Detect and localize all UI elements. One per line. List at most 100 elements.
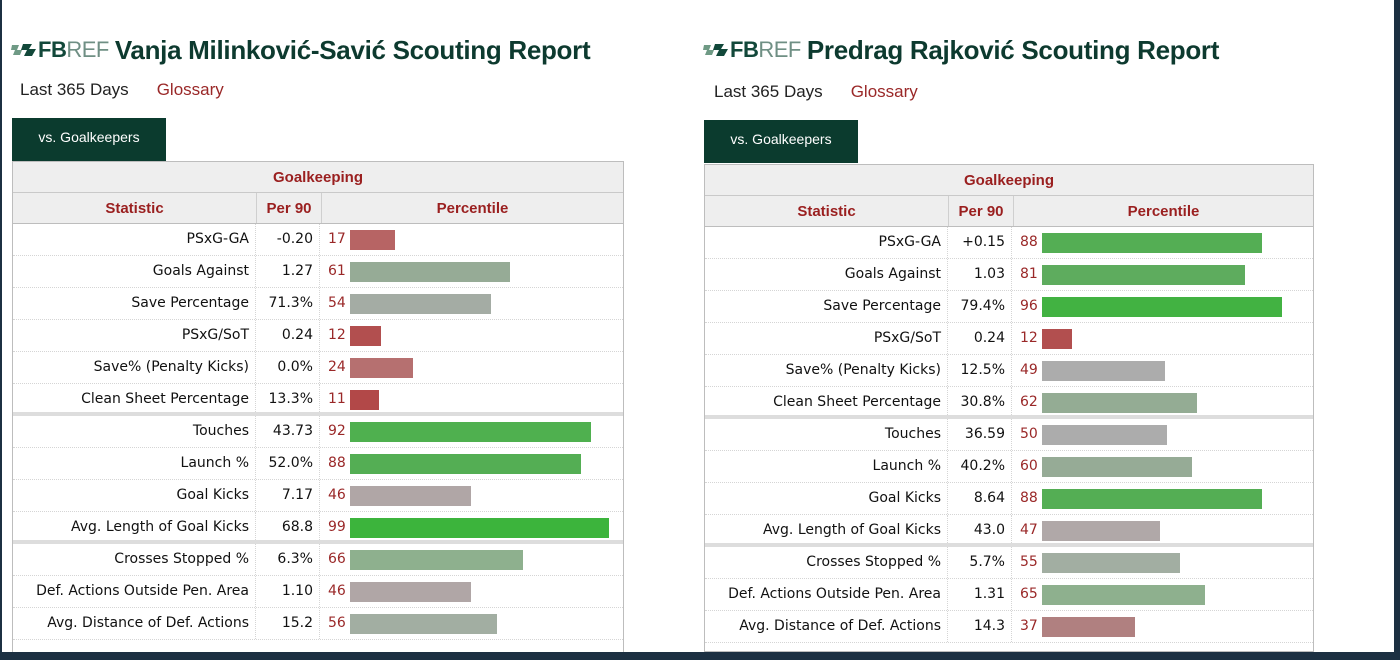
stat-name[interactable]: Clean Sheet Percentage bbox=[13, 384, 256, 412]
table-row: Avg. Length of Goal Kicks 68.8 99 bbox=[13, 512, 623, 544]
fbref-logo[interactable]: FB REF bbox=[702, 37, 801, 63]
stat-name[interactable]: Avg. Length of Goal Kicks bbox=[705, 515, 948, 543]
per-90-value: 68.8 bbox=[256, 512, 320, 540]
stat-name[interactable]: Goals Against bbox=[705, 259, 948, 290]
column-header-percentile[interactable]: Percentile bbox=[436, 199, 509, 217]
percentile-cell: 12 bbox=[1012, 323, 1313, 354]
percentile-cell: 99 bbox=[320, 512, 623, 540]
column-header-per-90[interactable]: Per 90 bbox=[949, 196, 1014, 226]
table-group-header: Goalkeeping bbox=[705, 165, 1313, 196]
stat-name[interactable]: Launch % bbox=[705, 451, 948, 482]
percentile-value: 12 bbox=[328, 327, 346, 343]
stat-name[interactable]: Crosses Stopped % bbox=[13, 544, 256, 575]
per-90-value: 71.3% bbox=[256, 288, 320, 319]
stat-name[interactable]: Goal Kicks bbox=[13, 480, 256, 511]
table-row: Crosses Stopped % 6.3% 66 bbox=[13, 544, 623, 576]
percentile-value: 17 bbox=[328, 231, 346, 247]
percentile-bar bbox=[1042, 521, 1160, 541]
per-90-value: 52.0% bbox=[256, 448, 320, 479]
percentile-cell: 46 bbox=[320, 480, 623, 511]
stat-name[interactable]: Avg. Length of Goal Kicks bbox=[13, 512, 256, 540]
percentile-bar bbox=[1042, 585, 1205, 605]
goalkeeping-table: Goalkeeping Statistic Per 90 Percentile … bbox=[12, 161, 624, 652]
table-column-headers: Statistic Per 90 Percentile bbox=[705, 196, 1313, 227]
percentile-bar bbox=[350, 390, 379, 410]
stat-name[interactable]: Def. Actions Outside Pen. Area bbox=[705, 579, 948, 610]
table-row: Save% (Penalty Kicks) 12.5% 49 bbox=[705, 355, 1313, 387]
table-row: Touches 43.73 92 bbox=[13, 416, 623, 448]
percentile-cell: 47 bbox=[1012, 515, 1313, 543]
per-90-value: 1.03 bbox=[948, 259, 1012, 290]
table-row: Goals Against 1.27 61 bbox=[13, 256, 623, 288]
percentile-cell: 65 bbox=[1012, 579, 1313, 610]
percentile-cell: 96 bbox=[1012, 291, 1313, 322]
per-90-value: 15.2 bbox=[256, 608, 320, 639]
percentile-value: 60 bbox=[1020, 458, 1038, 474]
percentile-value: 66 bbox=[328, 551, 346, 567]
percentile-bar bbox=[1042, 489, 1262, 509]
stat-name[interactable]: Save Percentage bbox=[705, 291, 948, 322]
stat-name[interactable]: Avg. Distance of Def. Actions bbox=[13, 608, 256, 639]
percentile-value: 65 bbox=[1020, 586, 1038, 602]
tab-vs-goalkeepers[interactable]: vs. Goalkeepers bbox=[704, 120, 858, 163]
stat-name[interactable]: Clean Sheet Percentage bbox=[705, 387, 948, 415]
stat-name[interactable]: Def. Actions Outside Pen. Area bbox=[13, 576, 256, 607]
report-title: Vanja Milinković-Savić Scouting Report bbox=[114, 34, 591, 65]
percentile-cell: 88 bbox=[1012, 227, 1313, 258]
percentile-value: 61 bbox=[328, 263, 346, 279]
stat-name[interactable]: Save% (Penalty Kicks) bbox=[13, 352, 256, 383]
percentile-cell: 49 bbox=[1012, 355, 1313, 386]
table-row: Goals Against 1.03 81 bbox=[705, 259, 1313, 291]
logo-ref-text: REF bbox=[758, 37, 801, 62]
stat-name[interactable]: PSxG-GA bbox=[13, 224, 256, 255]
tab-vs-goalkeepers[interactable]: vs. Goalkeepers bbox=[12, 118, 166, 161]
stat-name[interactable]: Avg. Distance of Def. Actions bbox=[705, 611, 948, 642]
percentile-bar bbox=[1042, 297, 1282, 317]
stat-name[interactable]: Touches bbox=[13, 416, 256, 447]
percentile-cell: 55 bbox=[1012, 547, 1313, 578]
column-header-statistic[interactable]: Statistic bbox=[13, 193, 257, 223]
table-row: PSxG/SoT 0.24 12 bbox=[13, 320, 623, 352]
percentile-bar bbox=[350, 550, 523, 570]
column-header-statistic[interactable]: Statistic bbox=[705, 196, 949, 226]
percentile-cell: 54 bbox=[320, 288, 623, 319]
percentile-bar bbox=[1042, 425, 1167, 445]
stat-name[interactable]: PSxG/SoT bbox=[705, 323, 948, 354]
percentile-value: 55 bbox=[1020, 554, 1038, 570]
percentile-bar bbox=[1042, 361, 1165, 381]
percentile-bar bbox=[350, 614, 497, 634]
per-90-value: 43.0 bbox=[948, 515, 1012, 543]
fbref-logo[interactable]: FB REF bbox=[10, 37, 109, 63]
per-90-value: 13.3% bbox=[256, 384, 320, 412]
glossary-link[interactable]: Glossary bbox=[850, 82, 918, 101]
percentile-bar bbox=[1042, 329, 1072, 349]
percentile-value: 56 bbox=[328, 615, 346, 631]
logo-fb-text: FB bbox=[38, 37, 67, 62]
percentile-cell: 50 bbox=[1012, 419, 1313, 450]
table-column-headers: Statistic Per 90 Percentile bbox=[13, 193, 623, 224]
percentile-cell: 37 bbox=[1012, 611, 1313, 642]
percentile-value: 96 bbox=[1020, 298, 1038, 314]
report-header: FB REF Vanja Milinković-Savić Scouting Re… bbox=[10, 32, 591, 68]
percentile-cell: 56 bbox=[320, 608, 623, 639]
stat-name[interactable]: Goals Against bbox=[13, 256, 256, 287]
stat-name[interactable]: PSxG/SoT bbox=[13, 320, 256, 351]
per-90-value: 0.0% bbox=[256, 352, 320, 383]
table-row: Avg. Length of Goal Kicks 43.0 47 bbox=[705, 515, 1313, 547]
table-row: Avg. Distance of Def. Actions 15.2 56 bbox=[13, 608, 623, 640]
percentile-cell: 88 bbox=[320, 448, 623, 479]
stat-name[interactable]: PSxG-GA bbox=[705, 227, 948, 258]
percentile-cell: 66 bbox=[320, 544, 623, 575]
stat-name[interactable]: Launch % bbox=[13, 448, 256, 479]
column-header-per-90[interactable]: Per 90 bbox=[257, 193, 322, 223]
stat-name[interactable]: Save Percentage bbox=[13, 288, 256, 319]
stat-name[interactable]: Touches bbox=[705, 419, 948, 450]
percentile-bar bbox=[350, 486, 471, 506]
percentile-bar bbox=[350, 358, 413, 378]
stat-name[interactable]: Crosses Stopped % bbox=[705, 547, 948, 578]
glossary-link[interactable]: Glossary bbox=[156, 80, 224, 99]
stat-name[interactable]: Save% (Penalty Kicks) bbox=[705, 355, 948, 386]
column-header-percentile[interactable]: Percentile bbox=[1127, 202, 1200, 220]
stat-name[interactable]: Goal Kicks bbox=[705, 483, 948, 514]
table-body: PSxG-GA +0.15 88 Goals Against 1.03 81 Save Pe… bbox=[705, 227, 1313, 643]
